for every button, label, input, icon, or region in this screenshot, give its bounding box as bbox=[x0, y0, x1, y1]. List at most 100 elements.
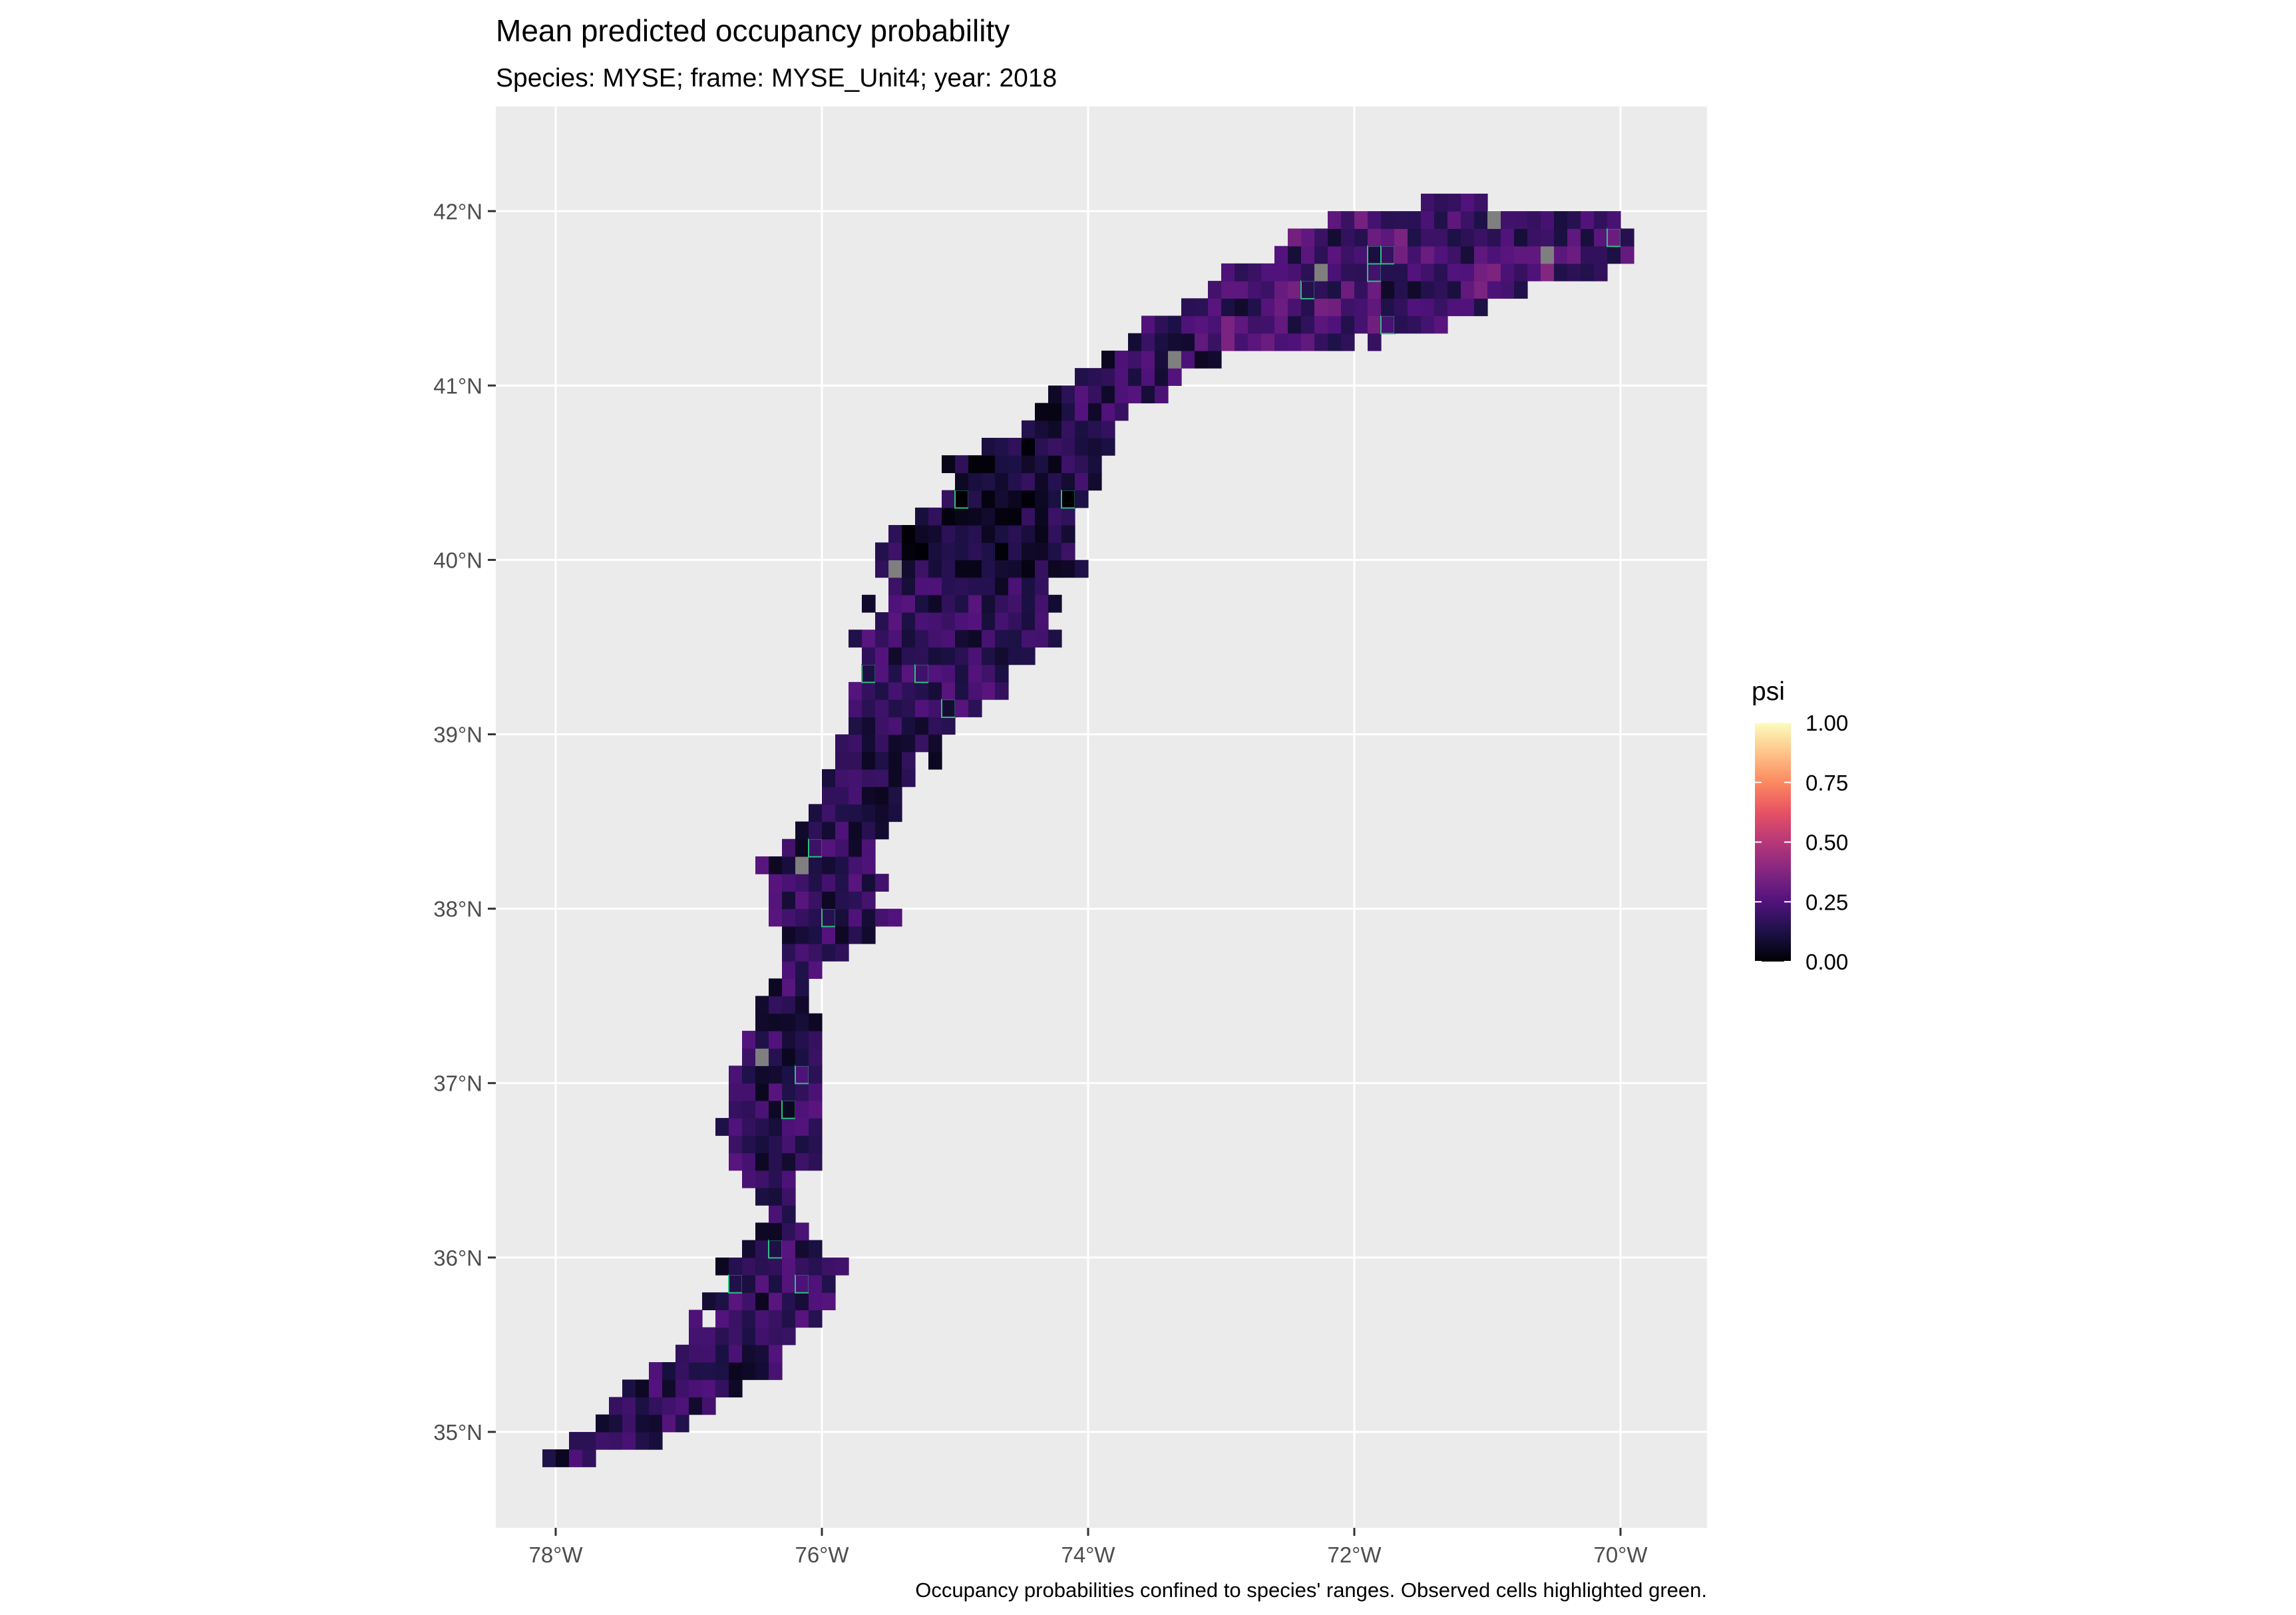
occupancy-cell bbox=[662, 1397, 676, 1415]
occupancy-cell bbox=[1341, 246, 1355, 264]
occupancy-cell bbox=[1022, 594, 1036, 613]
occupancy-cell bbox=[862, 629, 876, 648]
observed-cell bbox=[795, 1274, 810, 1294]
occupancy-cell bbox=[968, 525, 982, 543]
observed-cell bbox=[808, 838, 823, 858]
occupancy-cell bbox=[955, 455, 969, 473]
occupancy-cell bbox=[822, 838, 836, 857]
occupancy-cell bbox=[809, 1031, 823, 1049]
occupancy-cell bbox=[968, 629, 982, 648]
legend-tick-label: 1.00 bbox=[1806, 711, 1848, 735]
occupancy-cell bbox=[782, 1187, 796, 1206]
observed-cell bbox=[1061, 489, 1076, 509]
occupancy-cell bbox=[915, 681, 929, 700]
occupancy-cell bbox=[955, 664, 969, 683]
occupancy-cell bbox=[782, 1222, 796, 1241]
occupancy-cell bbox=[928, 542, 942, 561]
occupancy-cell bbox=[982, 542, 996, 561]
y-tick-label: 37°N bbox=[433, 1071, 482, 1096]
occupancy-cell bbox=[769, 1118, 783, 1136]
occupancy-cell bbox=[742, 1344, 756, 1363]
occupancy-cell bbox=[1035, 612, 1049, 630]
occupancy-cell bbox=[1567, 228, 1581, 247]
occupancy-cell bbox=[782, 995, 796, 1014]
occupancy-cell bbox=[1354, 228, 1368, 247]
occupancy-cell bbox=[782, 1135, 796, 1154]
occupancy-cell bbox=[1421, 281, 1435, 299]
occupancy-cell bbox=[1008, 455, 1022, 473]
occupancy-cell bbox=[809, 961, 823, 980]
occupancy-cell bbox=[915, 577, 929, 596]
occupancy-cell bbox=[1408, 228, 1422, 247]
occupancy-cell bbox=[955, 699, 969, 717]
occupancy-cell bbox=[769, 1135, 783, 1154]
occupancy-cell bbox=[1208, 281, 1222, 299]
occupancy-cell bbox=[982, 560, 996, 578]
occupancy-cell bbox=[1487, 246, 1501, 264]
observed-cell bbox=[1380, 245, 1396, 265]
occupancy-cell bbox=[835, 769, 849, 787]
occupancy-cell bbox=[1035, 455, 1049, 473]
occupancy-cell bbox=[875, 908, 889, 927]
occupancy-cell bbox=[1328, 211, 1342, 230]
occupancy-cell bbox=[795, 908, 809, 927]
occupancy-cell bbox=[729, 1135, 743, 1154]
occupancy-cell bbox=[1274, 281, 1288, 299]
occupancy-cell bbox=[1447, 228, 1461, 247]
occupancy-cell bbox=[769, 1187, 783, 1206]
occupancy-cell bbox=[1368, 333, 1382, 351]
occupancy-cell bbox=[662, 1414, 676, 1433]
occupancy-cell bbox=[1061, 403, 1075, 421]
occupancy-cell bbox=[942, 560, 956, 578]
occupancy-cell bbox=[902, 560, 916, 578]
occupancy-cell bbox=[1022, 507, 1036, 526]
occupancy-cell bbox=[875, 699, 889, 717]
occupancy-cell bbox=[809, 1240, 823, 1258]
occupancy-cell bbox=[982, 647, 996, 665]
occupancy-cell bbox=[888, 769, 902, 787]
occupancy-cell bbox=[1554, 228, 1568, 247]
occupancy-cell bbox=[675, 1414, 689, 1433]
occupancy-cell bbox=[902, 664, 916, 683]
occupancy-cell bbox=[835, 1257, 849, 1276]
occupancy-cell bbox=[1035, 542, 1049, 561]
occupancy-cell bbox=[715, 1344, 729, 1363]
occupancy-cell bbox=[782, 1048, 796, 1067]
occupancy-cell bbox=[1434, 281, 1448, 299]
occupancy-cell bbox=[995, 681, 1009, 700]
occupancy-cell bbox=[942, 717, 956, 735]
occupancy-cell bbox=[809, 1100, 823, 1119]
occupancy-cell bbox=[1141, 368, 1155, 386]
occupancy-cell bbox=[1061, 472, 1075, 491]
occupancy-cell bbox=[1048, 560, 1062, 578]
occupancy-cell bbox=[1274, 263, 1288, 281]
occupancy-cell bbox=[822, 1257, 836, 1276]
occupancy-cell bbox=[715, 1118, 729, 1136]
occupancy-cell bbox=[1341, 281, 1355, 299]
occupancy-cell bbox=[782, 978, 796, 997]
occupancy-cell bbox=[835, 891, 849, 910]
occupancy-cell bbox=[1474, 298, 1488, 317]
occupancy-cell bbox=[1168, 368, 1182, 386]
occupancy-cell bbox=[1195, 298, 1209, 317]
occupancy-cell bbox=[1008, 629, 1022, 648]
occupancy-cell bbox=[942, 455, 956, 473]
occupancy-cell bbox=[862, 699, 876, 717]
occupancy-cell bbox=[888, 629, 902, 648]
occupancy-cell bbox=[1075, 403, 1089, 421]
occupancy-cell bbox=[795, 1153, 809, 1171]
occupancy-cell bbox=[1061, 420, 1075, 439]
occupancy-cell bbox=[849, 908, 862, 927]
occupancy-cell bbox=[1328, 263, 1342, 281]
occupancy-cell bbox=[1035, 577, 1049, 596]
occupancy-cell bbox=[835, 734, 849, 753]
y-tick-label: 41°N bbox=[433, 373, 482, 398]
panel-background bbox=[496, 106, 1707, 1528]
occupancy-cell bbox=[1421, 263, 1435, 281]
occupancy-cell bbox=[782, 1031, 796, 1049]
map-title: Mean predicted occupancy probability bbox=[496, 13, 1010, 48]
x-tick-label: 76°W bbox=[795, 1542, 849, 1567]
occupancy-cell bbox=[596, 1414, 610, 1433]
occupancy-cell bbox=[769, 1153, 783, 1171]
occupancy-cell bbox=[742, 1310, 756, 1328]
